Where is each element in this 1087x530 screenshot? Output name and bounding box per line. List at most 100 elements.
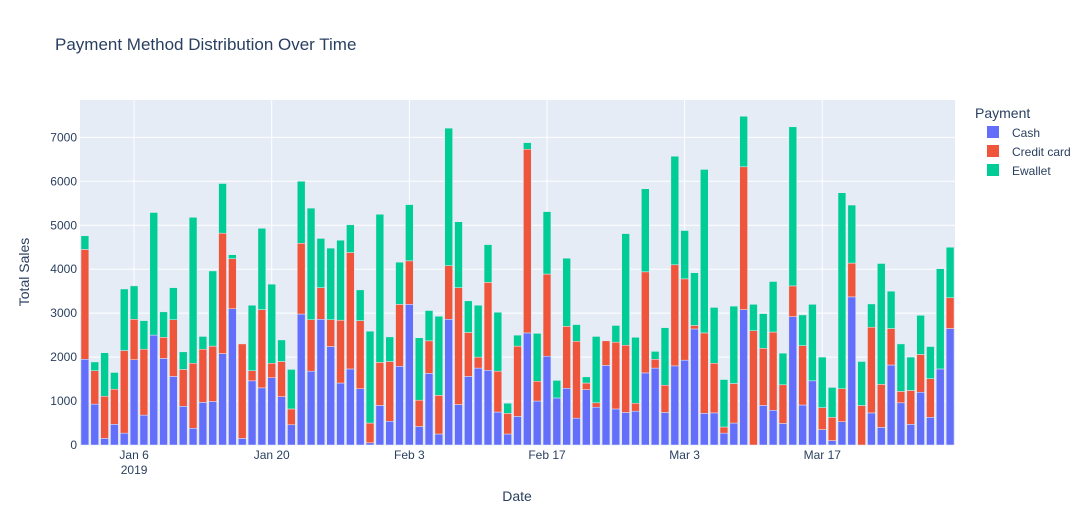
- bar-ewallet[interactable]: [542, 211, 552, 275]
- bar-cash[interactable]: [405, 304, 414, 446]
- bar-cash[interactable]: [169, 376, 178, 446]
- bar-cash[interactable]: [690, 328, 699, 446]
- bar-ewallet[interactable]: [631, 337, 640, 404]
- bar-ewallet[interactable]: [916, 315, 925, 355]
- bar-ewallet[interactable]: [120, 288, 129, 351]
- bar-credit-card[interactable]: [591, 402, 601, 408]
- bar-cash[interactable]: [582, 389, 591, 446]
- bar-credit-card[interactable]: [297, 243, 306, 315]
- bar-credit-card[interactable]: [306, 319, 316, 372]
- bar-ewallet[interactable]: [208, 270, 217, 347]
- bar-cash[interactable]: [886, 364, 896, 446]
- bar-credit-card[interactable]: [641, 271, 650, 374]
- bar-cash[interactable]: [415, 426, 424, 446]
- bar-cash[interactable]: [611, 408, 621, 446]
- bar-credit-card[interactable]: [90, 370, 99, 405]
- bar-ewallet[interactable]: [729, 305, 738, 384]
- bar-cash[interactable]: [326, 346, 335, 446]
- bar-credit-card[interactable]: [768, 331, 778, 411]
- bar-ewallet[interactable]: [582, 376, 591, 384]
- bar-credit-card[interactable]: [129, 319, 139, 360]
- bar-cash[interactable]: [778, 423, 788, 446]
- bar-credit-card[interactable]: [424, 340, 434, 374]
- bar-cash[interactable]: [395, 366, 404, 446]
- bar-cash[interactable]: [621, 412, 630, 446]
- bar-cash[interactable]: [444, 319, 453, 446]
- bar-credit-card[interactable]: [621, 344, 630, 413]
- bar-credit-card[interactable]: [287, 408, 296, 426]
- legend-label-credit-card[interactable]: Credit card: [1012, 145, 1071, 159]
- bar-credit-card[interactable]: [473, 356, 483, 369]
- bar-ewallet[interactable]: [867, 303, 876, 328]
- bar-credit-card[interactable]: [690, 325, 699, 330]
- bar-cash[interactable]: [916, 392, 925, 446]
- bar-credit-card[interactable]: [896, 391, 906, 404]
- bar-credit-card[interactable]: [375, 362, 385, 406]
- bar-ewallet[interactable]: [670, 156, 679, 266]
- bar-ewallet[interactable]: [621, 233, 630, 346]
- bar-cash[interactable]: [198, 402, 208, 446]
- bar-cash[interactable]: [768, 410, 778, 446]
- bar-ewallet[interactable]: [818, 356, 827, 408]
- bar-credit-card[interactable]: [945, 297, 955, 329]
- bar-cash[interactable]: [267, 377, 276, 446]
- bar-credit-card[interactable]: [700, 332, 709, 414]
- bar-credit-card[interactable]: [532, 381, 542, 402]
- bar-credit-card[interactable]: [346, 252, 355, 370]
- bar-credit-card[interactable]: [739, 166, 748, 310]
- bar-ewallet[interactable]: [424, 310, 434, 342]
- bar-cash[interactable]: [641, 372, 650, 446]
- bar-cash[interactable]: [562, 388, 571, 446]
- bar-cash[interactable]: [218, 353, 227, 446]
- bar-cash[interactable]: [945, 328, 955, 446]
- bar-ewallet[interactable]: [415, 337, 424, 401]
- bar-cash[interactable]: [159, 358, 168, 446]
- bar-credit-card[interactable]: [503, 413, 512, 435]
- bar-cash[interactable]: [188, 428, 198, 446]
- bar-cash[interactable]: [306, 370, 316, 446]
- bar-cash[interactable]: [572, 417, 581, 446]
- bar-credit-card[interactable]: [218, 232, 227, 354]
- bar-ewallet[interactable]: [857, 361, 866, 406]
- bar-ewallet[interactable]: [110, 372, 119, 390]
- bar-ewallet[interactable]: [896, 343, 906, 392]
- bar-credit-card[interactable]: [385, 361, 394, 422]
- bar-credit-card[interactable]: [100, 395, 109, 439]
- bar-cash[interactable]: [346, 368, 355, 446]
- bar-credit-card[interactable]: [877, 384, 886, 428]
- bar-ewallet[interactable]: [188, 217, 198, 364]
- bar-ewallet[interactable]: [346, 224, 355, 253]
- bar-credit-card[interactable]: [542, 273, 552, 357]
- bar-credit-card[interactable]: [365, 422, 375, 444]
- bar-credit-card[interactable]: [356, 320, 365, 389]
- bar-cash[interactable]: [896, 402, 906, 446]
- bar-credit-card[interactable]: [916, 354, 925, 393]
- bar-cash[interactable]: [464, 376, 473, 446]
- bar-credit-card[interactable]: [238, 343, 247, 439]
- bar-cash[interactable]: [818, 429, 827, 446]
- bar-cash[interactable]: [700, 413, 709, 446]
- bar-ewallet[interactable]: [749, 304, 758, 331]
- bar-credit-card[interactable]: [670, 264, 679, 367]
- bar-cash[interactable]: [385, 421, 394, 446]
- bar-credit-card[interactable]: [680, 278, 689, 361]
- legend-swatch-credit-card[interactable]: [987, 145, 999, 157]
- bar-credit-card[interactable]: [926, 378, 935, 418]
- bar-credit-card[interactable]: [188, 363, 198, 429]
- bar-cash[interactable]: [336, 382, 345, 446]
- bar-cash[interactable]: [523, 332, 532, 446]
- legend[interactable]: Payment Cash Credit card Ewallet: [975, 105, 1071, 178]
- bar-credit-card[interactable]: [198, 348, 208, 403]
- bar-credit-card[interactable]: [464, 332, 473, 377]
- bar-cash[interactable]: [847, 296, 856, 446]
- bar-credit-card[interactable]: [719, 426, 729, 434]
- bars[interactable]: [80, 116, 955, 446]
- bar-credit-card[interactable]: [601, 340, 611, 366]
- bar-cash[interactable]: [473, 367, 483, 446]
- bar-cash[interactable]: [552, 397, 562, 446]
- bar-cash[interactable]: [434, 433, 444, 446]
- bar-ewallet[interactable]: [139, 320, 149, 350]
- bar-ewallet[interactable]: [503, 403, 512, 414]
- bar-ewallet[interactable]: [405, 204, 414, 262]
- bar-ewallet[interactable]: [591, 336, 601, 404]
